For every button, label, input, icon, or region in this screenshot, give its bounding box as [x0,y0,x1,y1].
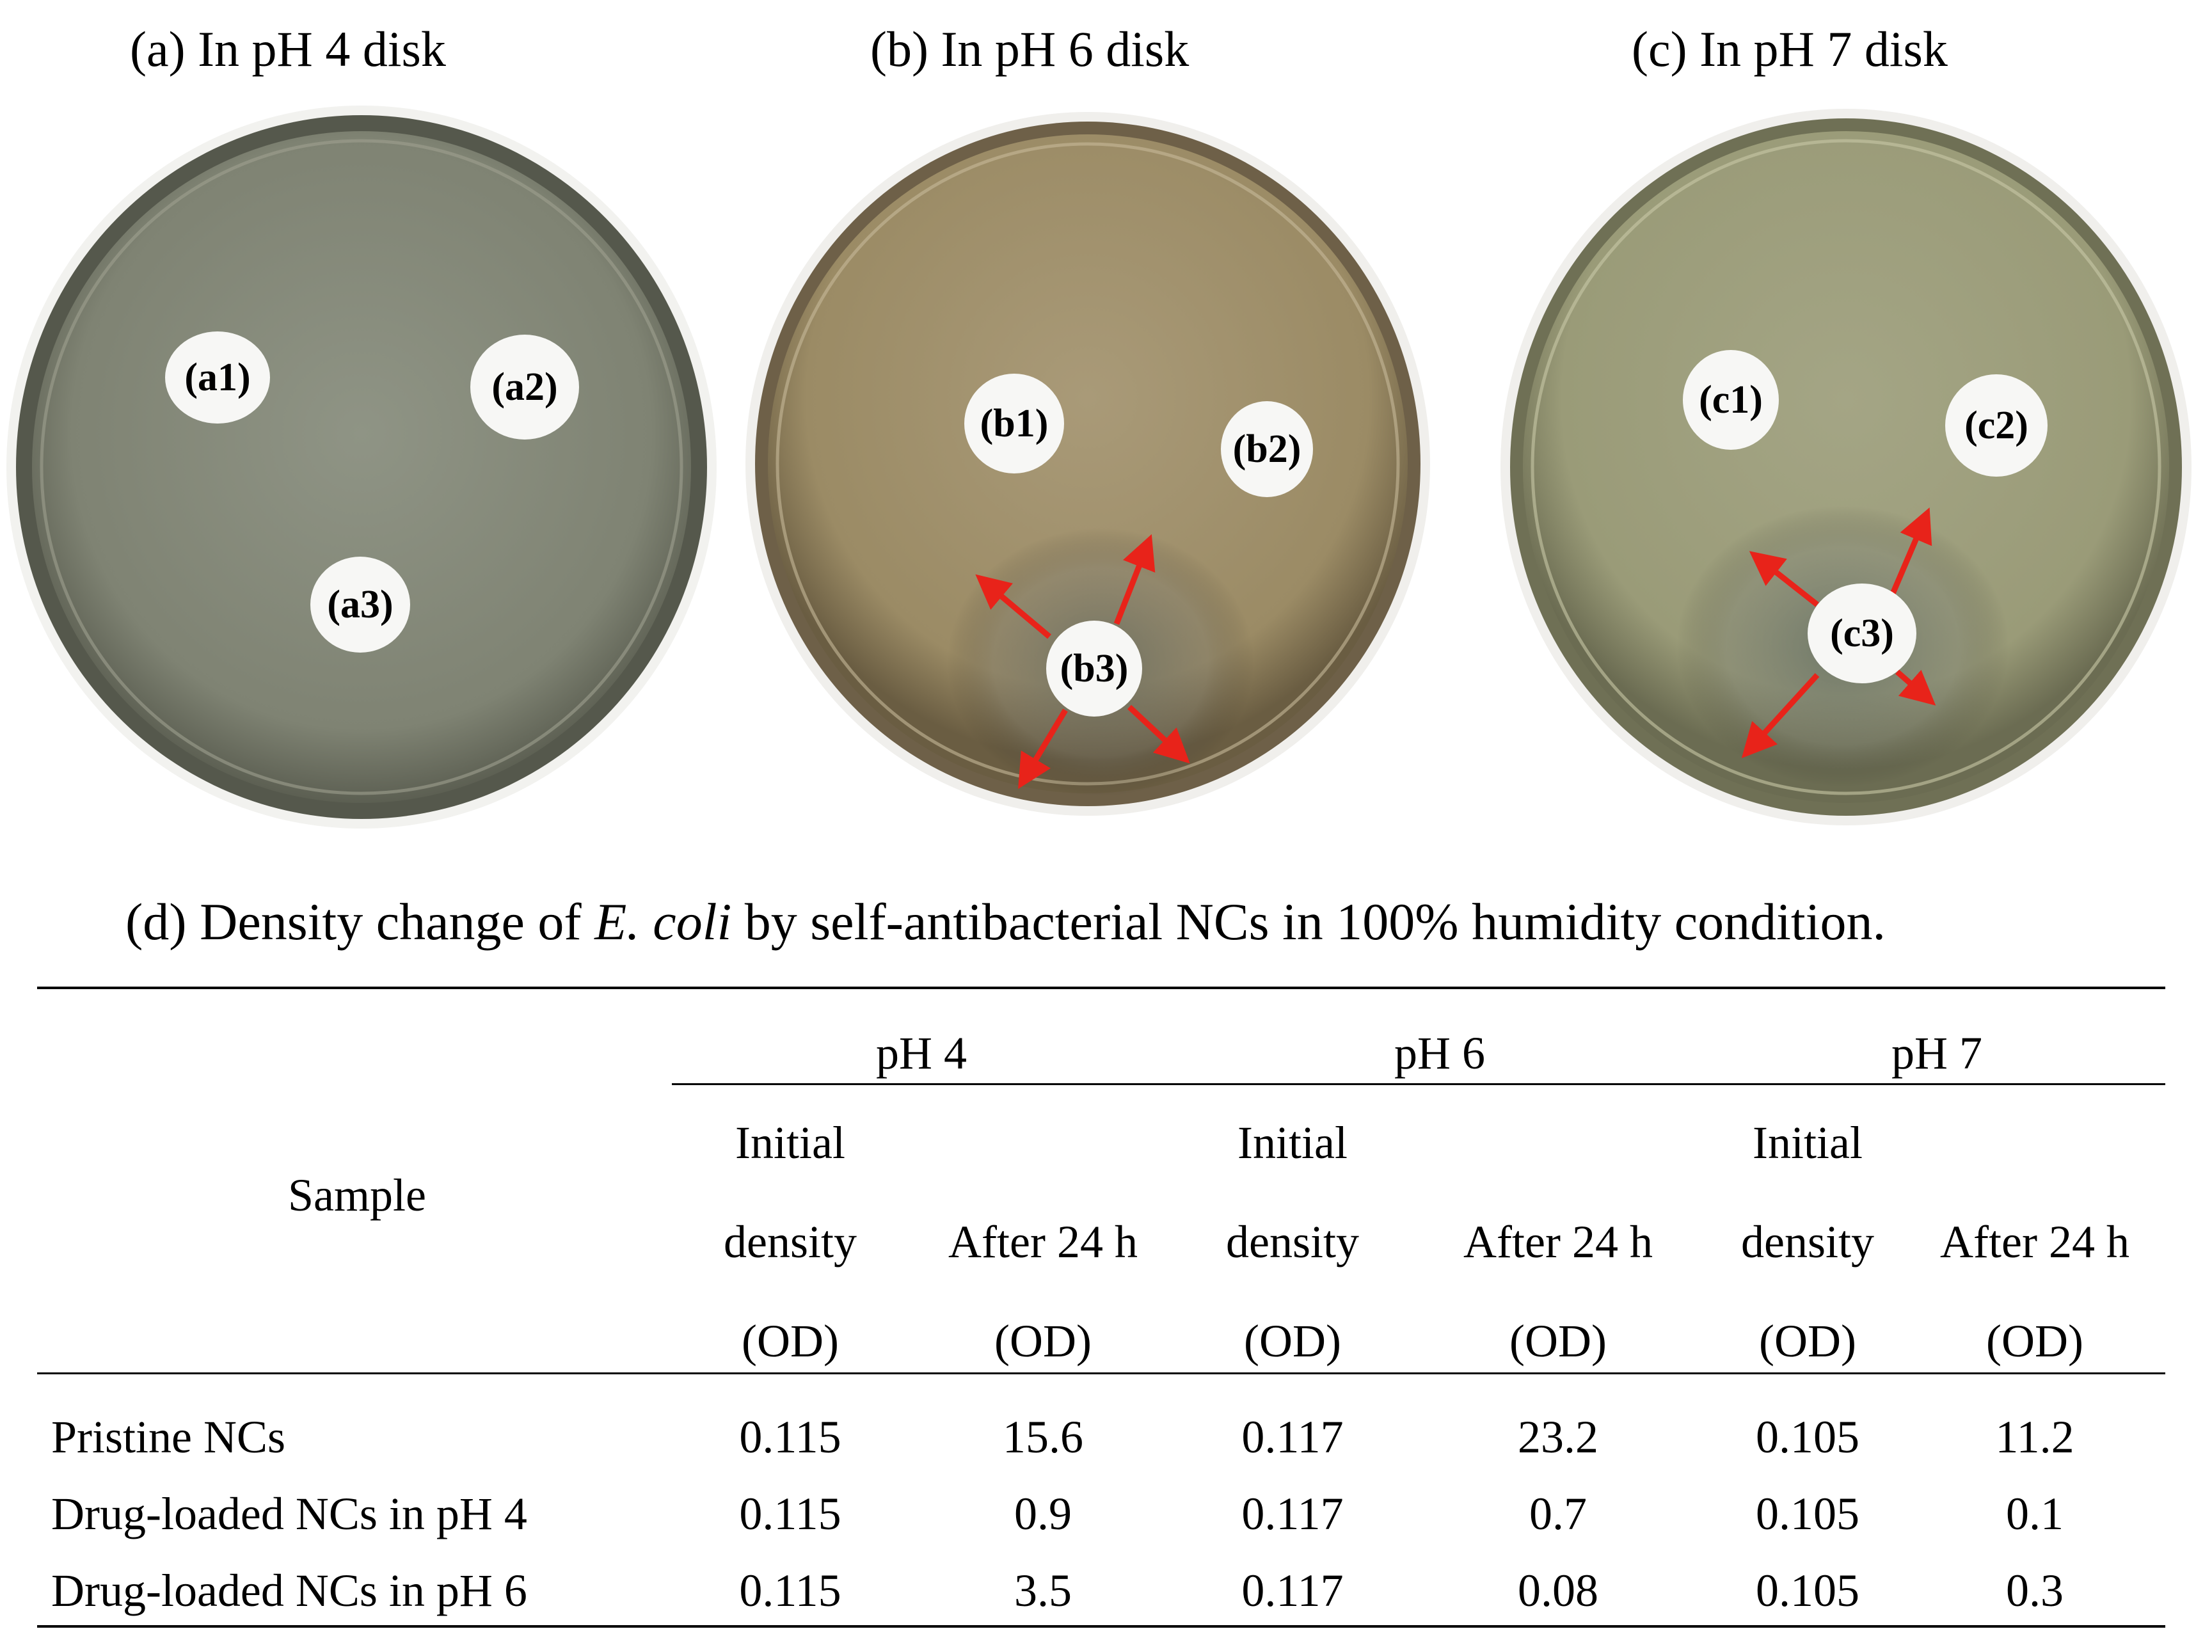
disk-a3-label: (a3) [327,583,393,626]
ph6-initial-line2: density [1226,1216,1359,1267]
arrows-b3 [975,534,1190,790]
plate-b: (b1) (b2) (b3) [745,112,1430,816]
caption-prefix: (d) Density change of [125,893,595,951]
ph7-after-line1: After 24 h [1940,1216,2129,1267]
table-caption: (d) Density change of E. coli by self-an… [125,896,1886,948]
cell-ph7-initial: 0.105 [1756,1565,1859,1616]
table-bottom-rule [37,1625,2165,1628]
cell-ph6-after: 0.7 [1529,1488,1587,1539]
arrows-c3 [1741,507,1936,758]
disk-a2: (a2) [470,335,579,440]
ph4-initial-line1: Initial [735,1117,845,1168]
ph7-initial-line3: (OD) [1759,1315,1856,1367]
cell-ph4-after: 3.5 [1014,1565,1072,1616]
cell-ph6-after: 0.08 [1518,1565,1598,1616]
disk-b3: (b3) [1046,621,1142,717]
arrow-up-right [1888,507,1932,600]
row-sample: Drug-loaded NCs in pH 6 [51,1565,527,1616]
table-header-rule [37,1372,2165,1374]
arrow-up-right [1113,534,1156,625]
arrow-up-left [1749,551,1819,607]
ph4-initial-line2: density [724,1216,857,1267]
ph4-after-line1: After 24 h [948,1216,1138,1267]
caption-suffix: by self-antibacterial NCs in 100% humidi… [731,893,1886,951]
disk-a3: (a3) [310,557,410,653]
disk-b1-label: (b1) [980,402,1049,445]
panel-c-title: (c) In pH 7 disk [1632,21,1948,77]
cell-ph4-initial: 0.115 [739,1488,841,1539]
cell-ph7-initial: 0.105 [1756,1411,1859,1463]
cell-ph6-initial: 0.117 [1241,1565,1344,1616]
cell-ph7-after: 11.2 [1995,1411,2074,1463]
ph7-after-line2: (OD) [1986,1315,2083,1367]
ph4-initial-line3: (OD) [742,1315,839,1367]
sample-header: Sample [288,1170,426,1221]
ph6-after-line1: After 24 h [1463,1216,1653,1267]
cell-ph7-initial: 0.105 [1756,1488,1859,1539]
disk-c2: (c2) [1945,374,2048,477]
arrow-down-left [1741,672,1820,758]
group-header-ph7: pH 7 [1891,1028,1982,1079]
disk-b3-label: (b3) [1060,647,1129,690]
group-header-ph4: pH 4 [876,1028,967,1079]
cell-ph6-initial: 0.117 [1241,1488,1344,1539]
cell-ph4-initial: 0.115 [739,1411,841,1463]
ph7-initial-line2: density [1741,1216,1874,1267]
disk-c3-label: (c3) [1830,612,1894,655]
cell-ph7-after: 0.1 [2006,1488,2064,1539]
cell-ph4-after: 15.6 [1003,1411,1083,1463]
arrow-down-right [1895,669,1936,706]
disk-c1-label: (c1) [1699,378,1763,422]
table-top-rule [37,987,2165,989]
arrow-down-right [1127,704,1190,764]
panel-b-title: (b) In pH 6 disk [870,21,1190,77]
disk-b2: (b2) [1221,401,1313,497]
disk-b1: (b1) [964,374,1064,473]
ph6-after-line2: (OD) [1509,1315,1607,1367]
plate-a: (a1) (a2) (a3) [6,106,717,829]
disk-b2-label: (b2) [1233,427,1301,471]
disk-c3: (c3) [1808,584,1916,683]
arrow-down-left [1018,708,1068,790]
disk-c1: (c1) [1683,350,1779,450]
ph6-initial-line1: Initial [1237,1117,1348,1168]
plate-c: (c1) (c2) (c3) [1500,109,2192,825]
caption-species: E. coli [594,893,732,951]
disk-a2-label: (a2) [491,365,557,409]
cell-ph6-initial: 0.117 [1241,1411,1344,1463]
ph4-after-line2: (OD) [994,1315,1092,1367]
group-header-ph6: pH 6 [1394,1028,1485,1079]
ph7-initial-line1: Initial [1753,1117,1863,1168]
disk-a1: (a1) [165,331,270,424]
petri-dish-photos: (a1) (a2) (a3) (b1) (b2) [6,106,2192,829]
arrow-up-left [975,574,1051,639]
group-header-rule [672,1083,2165,1085]
row-sample: Pristine NCs [51,1411,286,1463]
disk-a1-label: (a1) [184,356,250,399]
row-sample: Drug-loaded NCs in pH 4 [51,1488,527,1539]
panel-a-title: (a) In pH 4 disk [130,21,446,77]
ph6-initial-line3: (OD) [1244,1315,1341,1367]
cell-ph6-after: 23.2 [1518,1411,1598,1463]
cell-ph4-after: 0.9 [1014,1488,1072,1539]
disk-c2-label: (c2) [1964,404,2028,447]
cell-ph7-after: 0.3 [2006,1565,2064,1616]
cell-ph4-initial: 0.115 [739,1565,841,1616]
